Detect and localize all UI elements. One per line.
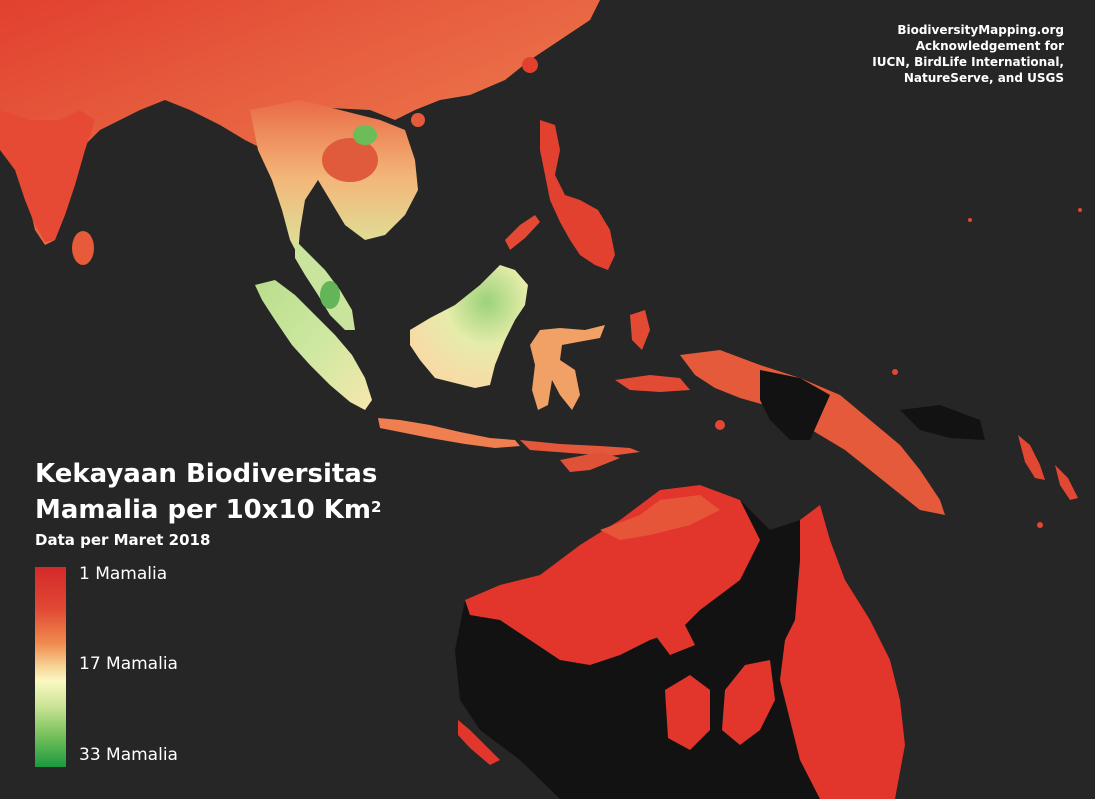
legend-label-mid: 17 Mamalia [79,654,178,674]
credit-line: NatureServe, and USGS [903,71,1064,85]
legend-title: Kekayaan Biodiversitas Mamalia per 10x10… [35,456,395,528]
credit-line: IUCN, BirdLife International, [872,55,1064,69]
credit-attribution: BiodiversityMapping.org Acknowledgement … [872,22,1064,86]
legend-subtitle: Data per Maret 2018 [35,531,211,549]
legend: Kekayaan Biodiversitas Mamalia per 10x10… [35,456,395,767]
region-philippines [540,120,615,270]
region-mainland-asia [0,0,600,245]
legend-title-text: Mamalia per 10x10 Km [35,495,372,525]
region-maluku [630,310,650,350]
region-borneo [410,265,528,388]
legend-title-line: Kekayaan Biodiversitas [35,459,378,489]
legend-label-max: 1 Mamalia [79,564,168,584]
region-sri-lanka [72,231,94,265]
region-sumatra [255,280,372,410]
region-java [378,418,520,448]
legend-title-superscript: 2 [371,498,382,516]
region-sulawesi [530,325,605,410]
region-new-guinea [680,350,945,515]
legend-color-bar [35,567,66,767]
credit-line: BiodiversityMapping.org [897,23,1064,37]
region-solomon-islands [1018,435,1045,480]
region-india [0,110,95,242]
legend-title-line: Mamalia per 10x10 Km2 [35,492,395,528]
credit-line: Acknowledgement for [915,39,1064,53]
region-lesser-sunda [520,440,640,456]
legend-label-min: 33 Mamalia [79,745,178,765]
